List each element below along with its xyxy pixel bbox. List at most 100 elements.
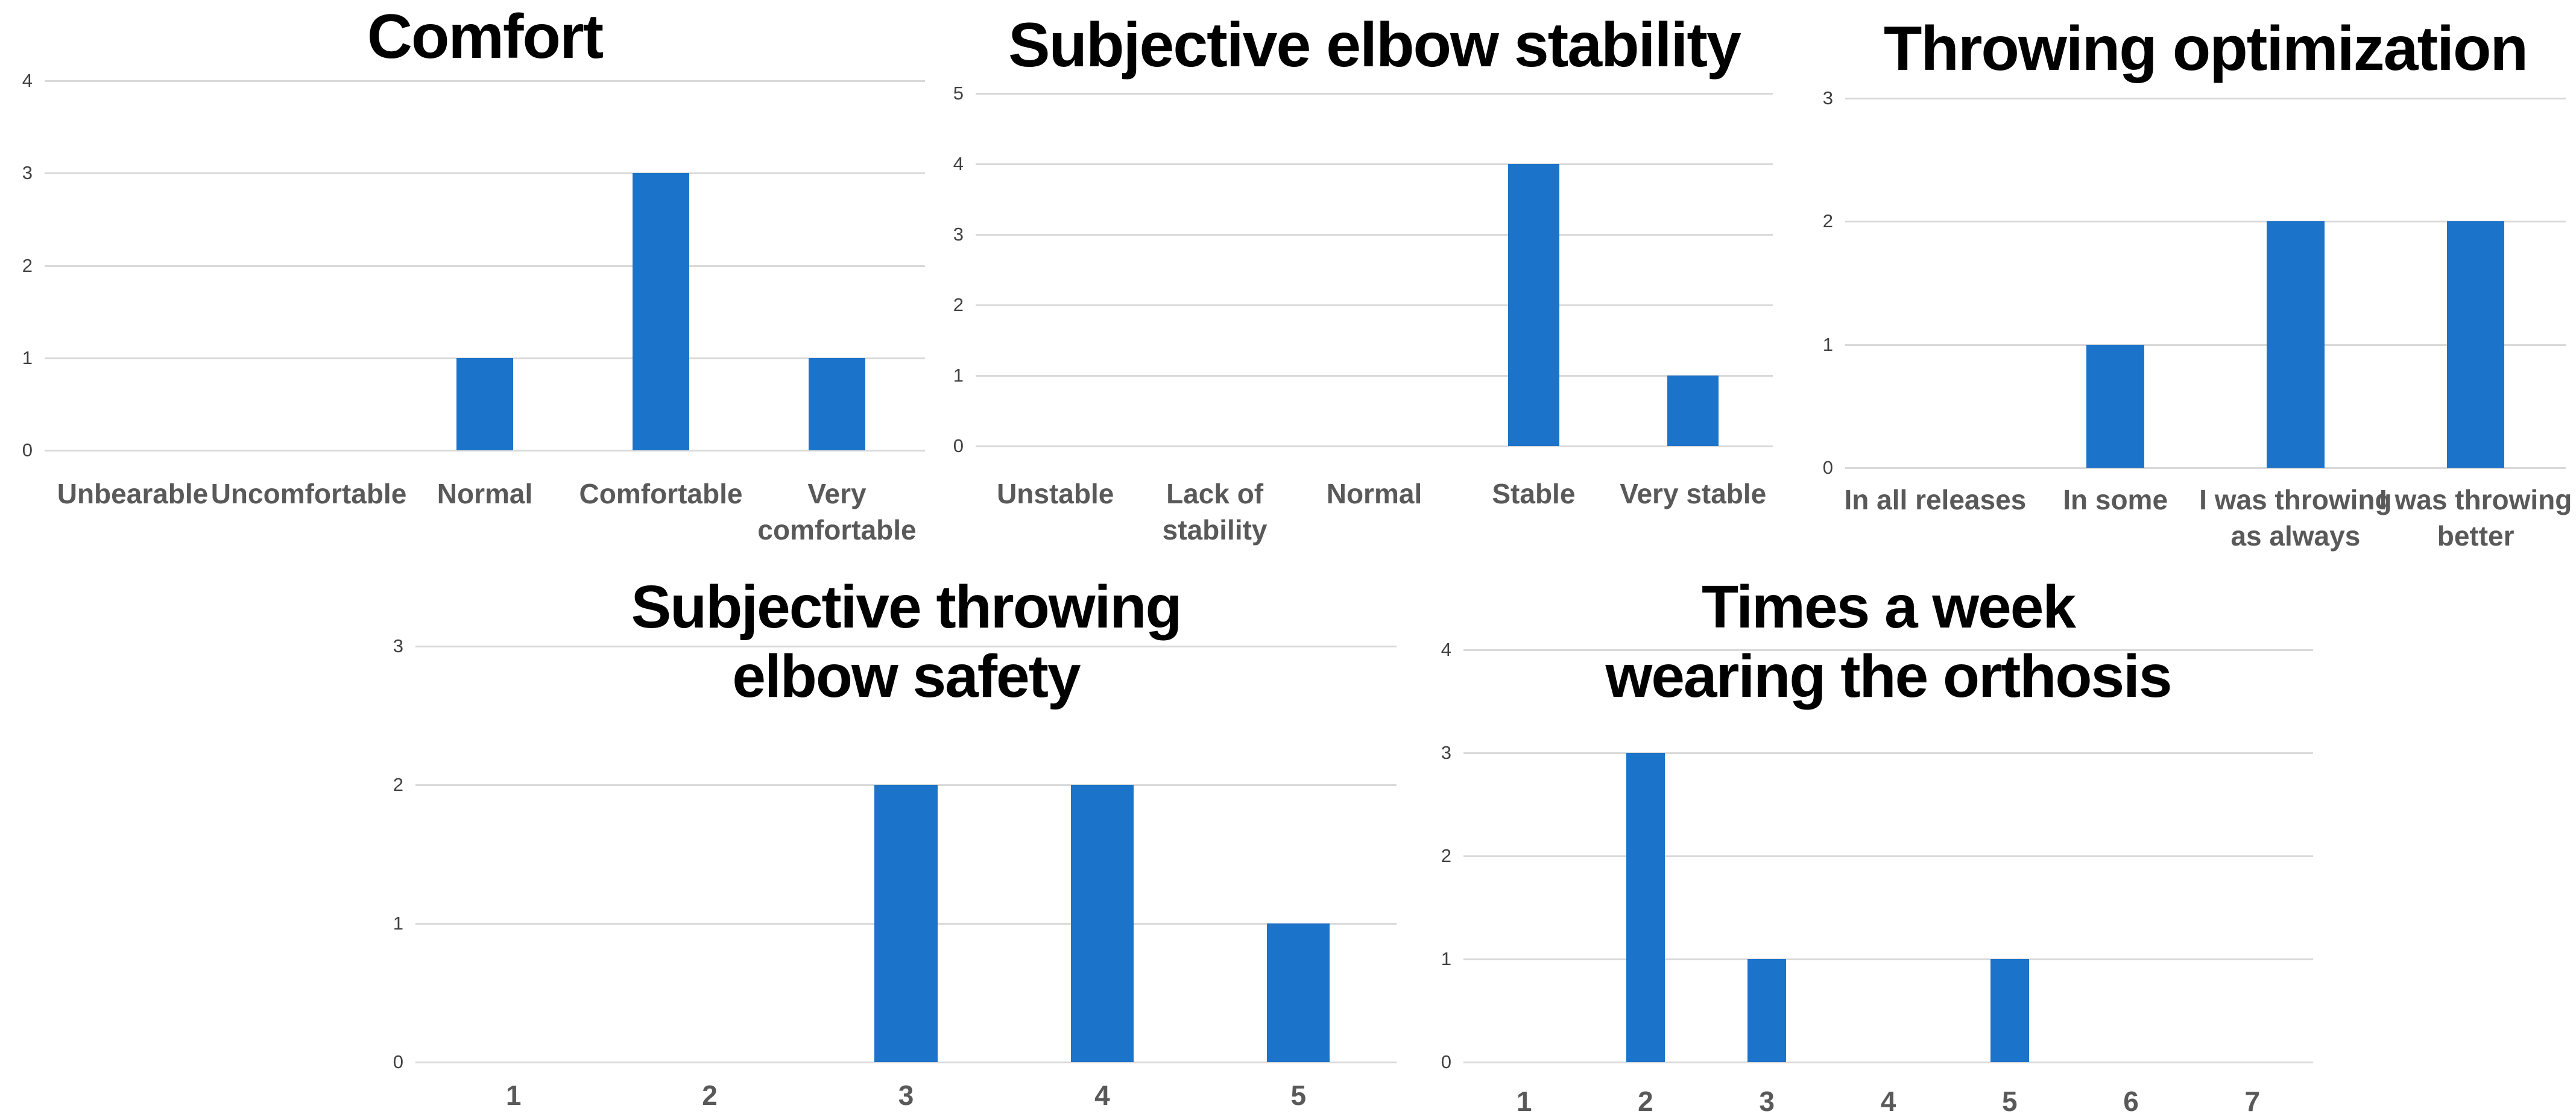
y-axis-tick-label: 3 (22, 162, 33, 184)
chart-comfort: Comfort 0 1 2 3 4 Unbearable Uncomfortable Norm… (0, 0, 941, 570)
x-axis-category-label: 2 (702, 1080, 718, 1111)
x-axis-category-label: 6 (2123, 1086, 2139, 1117)
bar-comfortable (633, 173, 689, 450)
gridline-y-3 (45, 172, 925, 175)
gridline-y-2 (1463, 855, 2313, 857)
y-axis-tick-label: 0 (1822, 457, 1833, 478)
y-axis-tick-label: 3 (1441, 742, 1451, 763)
gridline-y-4 (1463, 649, 2313, 651)
plot-area (1845, 98, 2566, 469)
y-axis-tick-label: 0 (393, 1051, 403, 1072)
x-axis-category-label: Stable (1492, 478, 1576, 509)
y-axis-tick-label: 2 (1441, 845, 1451, 866)
x-axis-category-label: 2 (1638, 1086, 1653, 1117)
y-axis-tick-label: 2 (393, 774, 403, 795)
gridline-y-3 (1463, 752, 2313, 754)
y-axis-tick-label: 4 (953, 153, 964, 174)
gridline-y-0 (1845, 467, 2566, 469)
chart-title-subjective-elbow-stability: Subjective elbow stability (1008, 10, 1741, 80)
y-axis-tick-label: 1 (953, 365, 964, 386)
gridline-y-5 (976, 93, 1773, 95)
gridline-y-4 (976, 163, 1773, 165)
y-axis-tick-label: 5 (953, 83, 964, 104)
x-axis-category-label: I was throwing as always (2199, 484, 2392, 552)
x-axis-category-label: Unbearable (57, 478, 209, 509)
y-axis-tick-label: 3 (1822, 87, 1833, 109)
gridline-y-2 (45, 265, 925, 267)
gridline-y-4 (45, 80, 925, 82)
chart-times-a-week-wearing-the-orthosis: Times a week wearing the orthosis 0 1 2 3 4 1… (1405, 573, 2358, 1117)
y-axis-tick-label: 2 (1822, 210, 1833, 232)
x-axis-category-label: Normal (437, 478, 533, 509)
bar-3 (1747, 959, 1787, 1062)
gridline-y-0 (976, 445, 1773, 447)
plot-area (415, 646, 1397, 1063)
y-axis-tick-label: 0 (953, 435, 964, 456)
gridline-y-3 (976, 234, 1773, 236)
gridline-y-0 (415, 1062, 1397, 1063)
x-axis-category-label: Comfortable (579, 478, 743, 509)
x-axis-category-label: In all releases (1844, 484, 2027, 515)
x-axis-category-label: 5 (1290, 1080, 1307, 1111)
gridline-y-3 (1845, 98, 2566, 99)
y-axis-tick-label: 0 (1441, 1051, 1451, 1072)
y-axis-tick-label: 4 (1441, 639, 1451, 660)
bar-very-stable (1667, 376, 1719, 446)
x-axis-category-label: 1 (1516, 1086, 1532, 1117)
y-axis-tick-label: 1 (1441, 948, 1451, 969)
bar-5 (1267, 923, 1330, 1062)
gridline-y-1 (1845, 344, 2566, 346)
x-axis-category-label: 5 (2001, 1086, 2018, 1117)
gridline-y-1 (1463, 958, 2313, 960)
bar-i-was-throwing-better (2446, 221, 2505, 468)
bar-3 (874, 785, 938, 1062)
x-axis-category-label: Unstable (997, 478, 1114, 509)
y-axis-tick-label: 1 (393, 913, 403, 934)
gridline-y-0 (1463, 1062, 2313, 1063)
chart-subjective-throwing-elbow-safety: Subjective throwing elbow safety 0 1 2 3 1 2 3… (380, 573, 1409, 1113)
x-axis-category-label: Very comfortable (757, 478, 917, 546)
x-axis-category-label: 1 (505, 1080, 522, 1111)
gridline-y-1 (976, 375, 1773, 377)
chart-throwing-optimization: Throwing optimization 0 1 2 3 In all release… (1821, 0, 2576, 570)
plot-area (1463, 649, 2313, 1063)
bar-stable (1508, 164, 1559, 446)
y-axis-tick-label: 1 (22, 347, 33, 368)
y-axis-tick-label: 2 (953, 294, 964, 315)
chart-subjective-elbow-stability: Subjective elbow stability 0 1 2 3 4 5 Unstabl… (941, 0, 1815, 570)
y-axis-tick-label: 3 (953, 224, 964, 245)
chart-title-times-a-week-wearing-the-orthosis: Times a week wearing the orthosis (1605, 573, 2173, 710)
y-axis-tick-label: 4 (22, 70, 33, 91)
bar-4 (1070, 785, 1134, 1062)
y-axis-tick-label: 1 (1822, 333, 1833, 355)
x-axis-category-label: Very stable (1620, 478, 1767, 509)
bar-very-comfortable (809, 357, 865, 450)
x-axis-category-label: I was throwing better (2379, 484, 2572, 552)
x-axis-category-label: Lack of stability (1162, 478, 1267, 546)
plot-area (976, 93, 1773, 447)
x-axis-category-label: 7 (2244, 1086, 2261, 1117)
bar-2 (1626, 753, 1665, 1062)
x-axis-category-label: 4 (1094, 1080, 1110, 1111)
x-axis-category-label: 3 (1759, 1086, 1775, 1117)
gridline-y-0 (45, 450, 925, 451)
bar-5 (1990, 959, 2029, 1062)
y-axis-tick-label: 3 (393, 635, 403, 656)
chart-title-comfort: Comfort (367, 2, 604, 72)
x-axis-category-label: 4 (1880, 1086, 1896, 1117)
gridline-y-2 (976, 304, 1773, 306)
chart-title-throwing-optimization: Throwing optimization (1883, 14, 2528, 84)
x-axis-category-label: Uncomfortable (210, 478, 407, 509)
plot-area (45, 80, 925, 451)
x-axis-category-label: In some (2063, 484, 2168, 515)
x-axis-category-label: Normal (1326, 478, 1422, 509)
chart-title-subjective-throwing-elbow-safety: Subjective throwing elbow safety (631, 573, 1182, 710)
gridline-y-3 (415, 646, 1397, 647)
bar-normal (456, 357, 513, 450)
gridline-y-2 (1845, 221, 2566, 223)
y-axis-tick-label: 0 (22, 439, 33, 461)
bar-i-was-throwing-as-always (2267, 221, 2325, 468)
x-axis-category-label: 3 (898, 1080, 914, 1111)
bar-in-some (2086, 344, 2144, 468)
